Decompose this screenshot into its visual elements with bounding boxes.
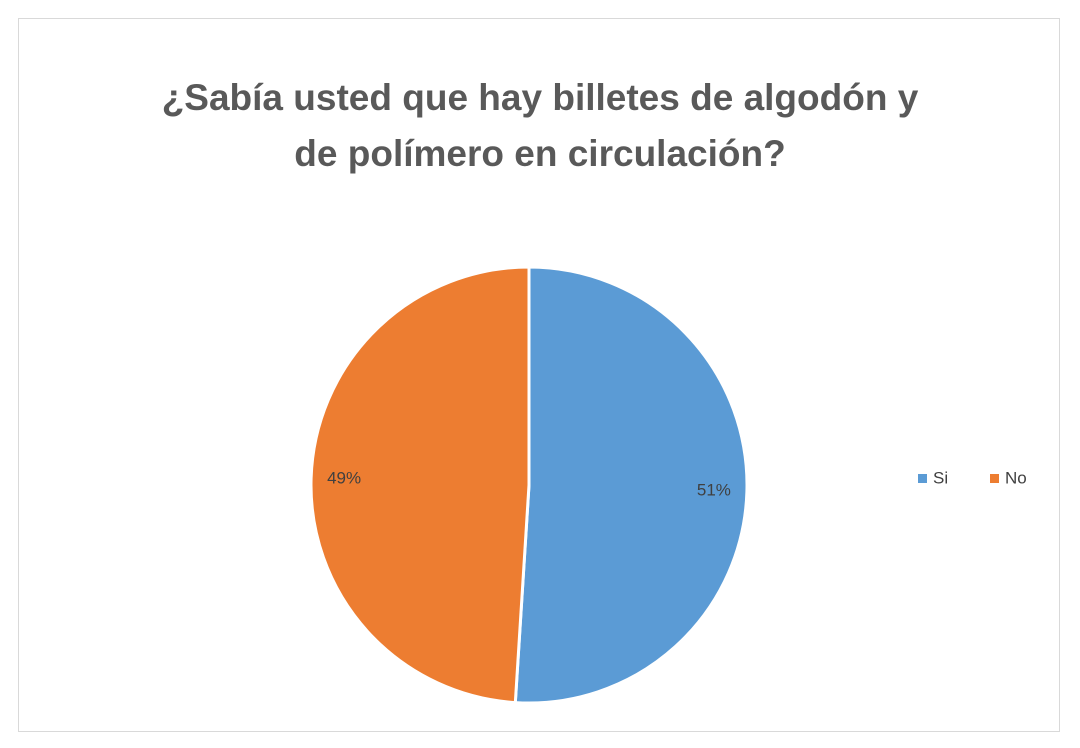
legend-swatch — [990, 474, 999, 483]
data-label: 51% — [697, 480, 731, 499]
pie-slice — [309, 265, 531, 705]
legend-swatch — [918, 474, 927, 483]
legend-label: No — [1005, 468, 1027, 487]
chart-frame — [18, 18, 1060, 732]
legend-label: Si — [933, 468, 948, 487]
pie-slice — [513, 265, 749, 705]
chart-title: ¿Sabía usted que hay billetes de algodón… — [161, 77, 919, 174]
data-label: 49% — [327, 469, 361, 488]
